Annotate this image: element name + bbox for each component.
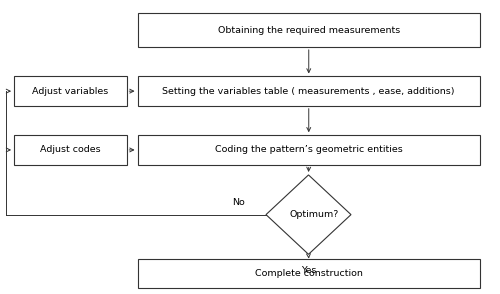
Text: No: No bbox=[232, 198, 245, 207]
Text: Adjust variables: Adjust variables bbox=[32, 87, 108, 96]
Text: Complete construction: Complete construction bbox=[255, 269, 362, 278]
Text: Setting the variables table ( measurements , ease, additions): Setting the variables table ( measuremen… bbox=[162, 87, 455, 96]
Text: Obtaining the required measurements: Obtaining the required measurements bbox=[218, 26, 400, 35]
FancyBboxPatch shape bbox=[14, 135, 126, 165]
Text: Optimum?: Optimum? bbox=[290, 210, 339, 219]
FancyBboxPatch shape bbox=[138, 76, 480, 106]
Polygon shape bbox=[266, 175, 351, 254]
FancyBboxPatch shape bbox=[138, 13, 480, 47]
Text: Yes: Yes bbox=[301, 266, 316, 275]
FancyBboxPatch shape bbox=[138, 259, 480, 288]
FancyBboxPatch shape bbox=[138, 135, 480, 165]
FancyBboxPatch shape bbox=[14, 76, 126, 106]
Text: Coding the pattern’s geometric entities: Coding the pattern’s geometric entities bbox=[215, 146, 402, 154]
Text: Adjust codes: Adjust codes bbox=[40, 146, 100, 154]
